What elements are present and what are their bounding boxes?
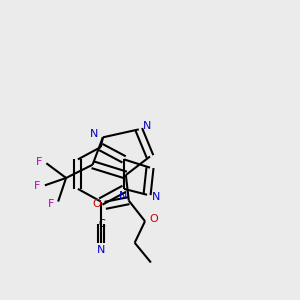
Text: F: F	[34, 181, 40, 191]
Text: N: N	[97, 245, 105, 255]
Text: N: N	[90, 129, 98, 140]
Text: N: N	[143, 122, 151, 131]
Text: O: O	[92, 200, 101, 209]
Text: F: F	[48, 199, 54, 209]
Text: O: O	[149, 214, 158, 224]
Text: N: N	[152, 192, 160, 202]
Text: N: N	[119, 191, 128, 201]
Text: F: F	[36, 157, 42, 167]
Text: C: C	[98, 219, 105, 229]
